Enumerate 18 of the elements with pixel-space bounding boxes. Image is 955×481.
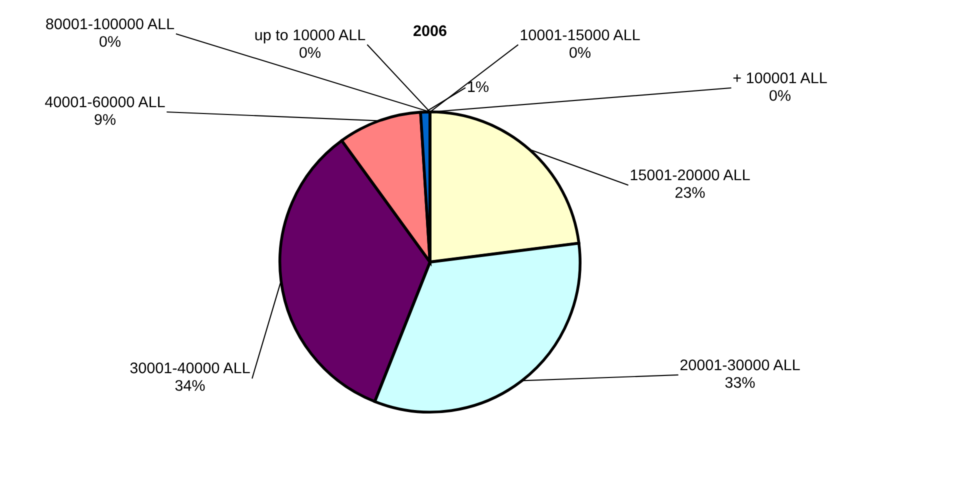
category-label: up to 10000 ALL <box>255 30 366 44</box>
category-label: + 100001 ALL <box>733 72 827 84</box>
text: 0% <box>300 47 320 58</box>
data-label: 1% <box>468 81 488 92</box>
slice-label: 15001-20000 ALL <box>630 170 750 180</box>
category-label: 80001-100000 ALL <box>46 18 174 30</box>
slice-label: 30001-40000 ALL <box>130 362 250 374</box>
data-label: 23% <box>675 187 705 198</box>
text: 0% <box>770 90 790 101</box>
data-label: 34% <box>175 380 205 391</box>
slice-label: 40001-60000 ALL <box>45 96 165 108</box>
chart-title: 2006 <box>414 25 446 36</box>
category-label: 10001-15000 ALL <box>520 30 640 40</box>
slice-label: 20001-30000 ALL <box>680 360 800 370</box>
text: 0% <box>570 47 590 58</box>
text: 0% <box>100 36 120 47</box>
data-label: 9% <box>94 114 116 125</box>
data-label: 33% <box>725 377 755 388</box>
